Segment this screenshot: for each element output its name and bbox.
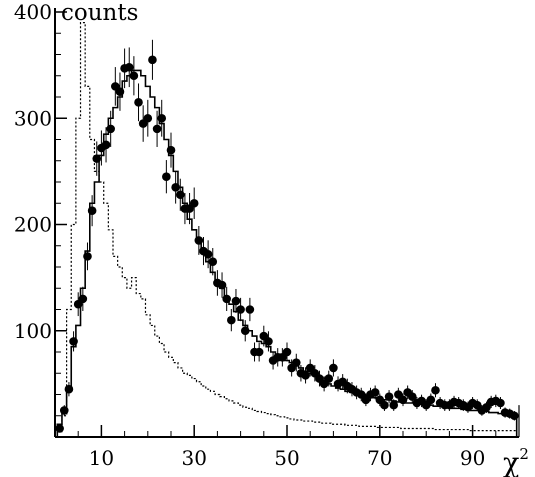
data-point [157, 113, 167, 123]
series-layer [55, 22, 519, 437]
data-points-group [55, 39, 519, 433]
y-tick-label: 400 [14, 0, 52, 24]
data-point [124, 62, 134, 72]
data-point [291, 358, 301, 367]
data-point [106, 124, 115, 134]
data-point [217, 280, 227, 290]
data-point [236, 305, 245, 314]
data-point [143, 113, 153, 123]
data-point [194, 236, 204, 245]
data-point [171, 183, 180, 192]
data-point [324, 374, 334, 383]
data-point [389, 400, 399, 410]
data-point [69, 337, 78, 346]
data-point [245, 305, 255, 314]
data-point [329, 363, 338, 373]
data-point [380, 400, 389, 410]
data-point [152, 124, 162, 134]
data-point [78, 294, 88, 304]
y-tick-label: 300 [14, 106, 52, 130]
solid-histogram-line [56, 69, 518, 437]
data-point [208, 257, 218, 266]
data-point [115, 87, 125, 96]
data-point [222, 294, 231, 304]
x-tick-label: 10 [89, 446, 114, 470]
data-point [175, 190, 185, 200]
data-point [231, 296, 241, 306]
data-point [384, 392, 394, 401]
data-point [203, 249, 213, 259]
data-point [370, 388, 380, 397]
dotted-histogram-line [56, 22, 518, 437]
data-point [92, 154, 102, 163]
data-point [101, 140, 111, 150]
data-point [431, 385, 440, 395]
data-point [83, 252, 92, 261]
data-point [496, 398, 505, 408]
data-point [426, 395, 436, 405]
data-point [55, 424, 64, 433]
data-point [398, 395, 408, 405]
data-point [59, 406, 69, 415]
x-axis-title-base: χ [503, 448, 519, 477]
data-point [87, 206, 97, 215]
data-point [129, 71, 139, 81]
x-tick-label: 50 [274, 446, 299, 470]
data-point [264, 337, 273, 346]
data-point [227, 315, 236, 325]
data-point [254, 347, 264, 357]
y-axis-title: counts [61, 0, 138, 26]
data-point [407, 392, 417, 401]
data-point [134, 98, 143, 107]
x-tick-label: 70 [367, 446, 392, 470]
data-point [64, 384, 74, 394]
data-point [240, 326, 250, 336]
ticks-layer: 10 30 50 70 90 100 200 300 400 [14, 0, 520, 470]
x-tick-label: 30 [181, 446, 206, 470]
x-axis-title-superscript: 2 [519, 445, 529, 463]
data-point [162, 172, 171, 181]
data-point [148, 55, 157, 65]
data-point [282, 347, 292, 357]
x-axis-title: χ2 [503, 445, 529, 477]
data-point [189, 198, 199, 208]
y-tick-label: 200 [14, 213, 52, 237]
x-tick-label: 90 [460, 446, 485, 470]
data-point [301, 371, 310, 380]
data-point [510, 411, 519, 421]
y-tick-label: 100 [14, 319, 52, 343]
data-point [166, 145, 176, 155]
